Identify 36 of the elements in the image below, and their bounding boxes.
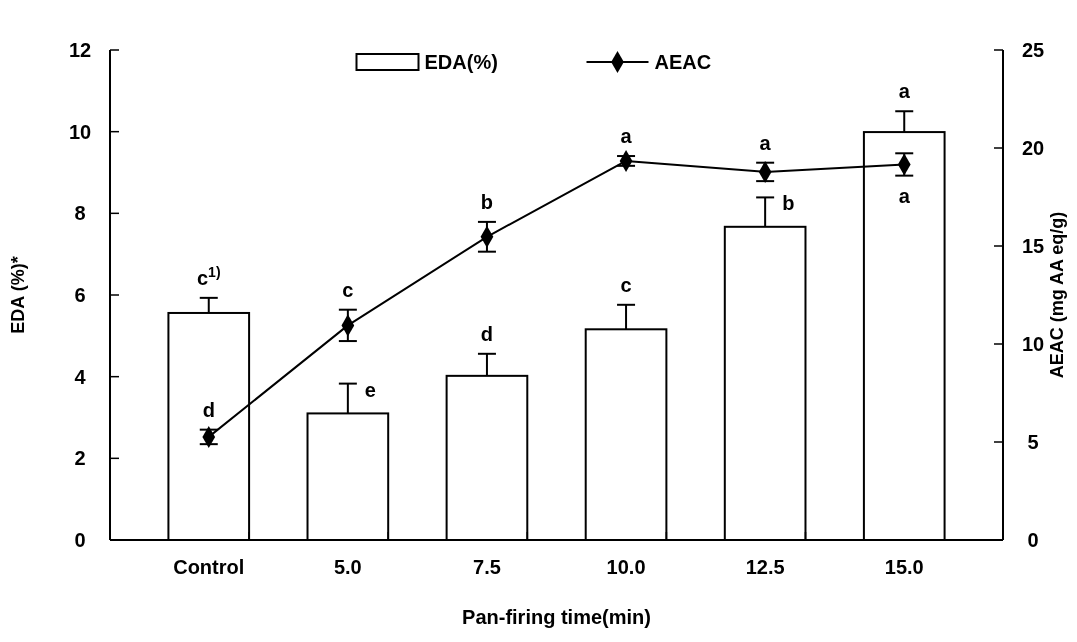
x-tick-label: 7.5	[473, 556, 501, 578]
y2-tick-label: 20	[1021, 137, 1045, 159]
annotation: a	[620, 125, 633, 148]
legend-label: AEAC	[654, 51, 712, 73]
x-axis-title: Pan-firing time(min)	[462, 606, 651, 628]
annotation: c	[620, 273, 632, 296]
y-tick-label: 6	[74, 284, 86, 306]
y-tick-label: 4	[74, 365, 87, 388]
y-tick-label: 8	[74, 202, 86, 225]
annotation: c	[342, 278, 354, 301]
y-axis-title: EDA (%)*	[8, 256, 28, 334]
x-tick-label: 5.0	[333, 556, 362, 578]
y2-tick-label: 10	[1021, 333, 1045, 355]
annotation: a	[898, 80, 911, 103]
annotation: a	[898, 184, 911, 207]
x-tick-label: 12.5	[745, 556, 785, 578]
y-tick-label: 2	[74, 447, 86, 470]
x-tick-label: 15.0	[884, 556, 924, 578]
y2-tick-label: 5	[1027, 431, 1039, 453]
annotation: e	[364, 378, 376, 401]
x-tick-label: 10.0	[606, 556, 646, 578]
annotation: c$^{1)}$	[196, 263, 221, 289]
annotation: d	[480, 322, 494, 345]
y2-tick-label: 0	[1027, 529, 1039, 551]
y2-tick-label: 25	[1021, 39, 1045, 61]
annotation: a	[759, 131, 772, 154]
x-tick-label: Control	[173, 556, 245, 578]
y-tick-label: 0	[74, 529, 86, 551]
annotation: b	[480, 190, 494, 213]
annotation: b	[782, 192, 795, 215]
y-tick-label: 12	[68, 39, 92, 61]
annotation: d	[202, 398, 215, 421]
y2-tick-label: 15	[1021, 235, 1045, 257]
y-tick-label: 10	[68, 120, 92, 143]
y2-axis-title: AEAC (mg AA eq/g)	[1047, 211, 1067, 379]
legend-label: EDA(%)	[424, 51, 498, 73]
